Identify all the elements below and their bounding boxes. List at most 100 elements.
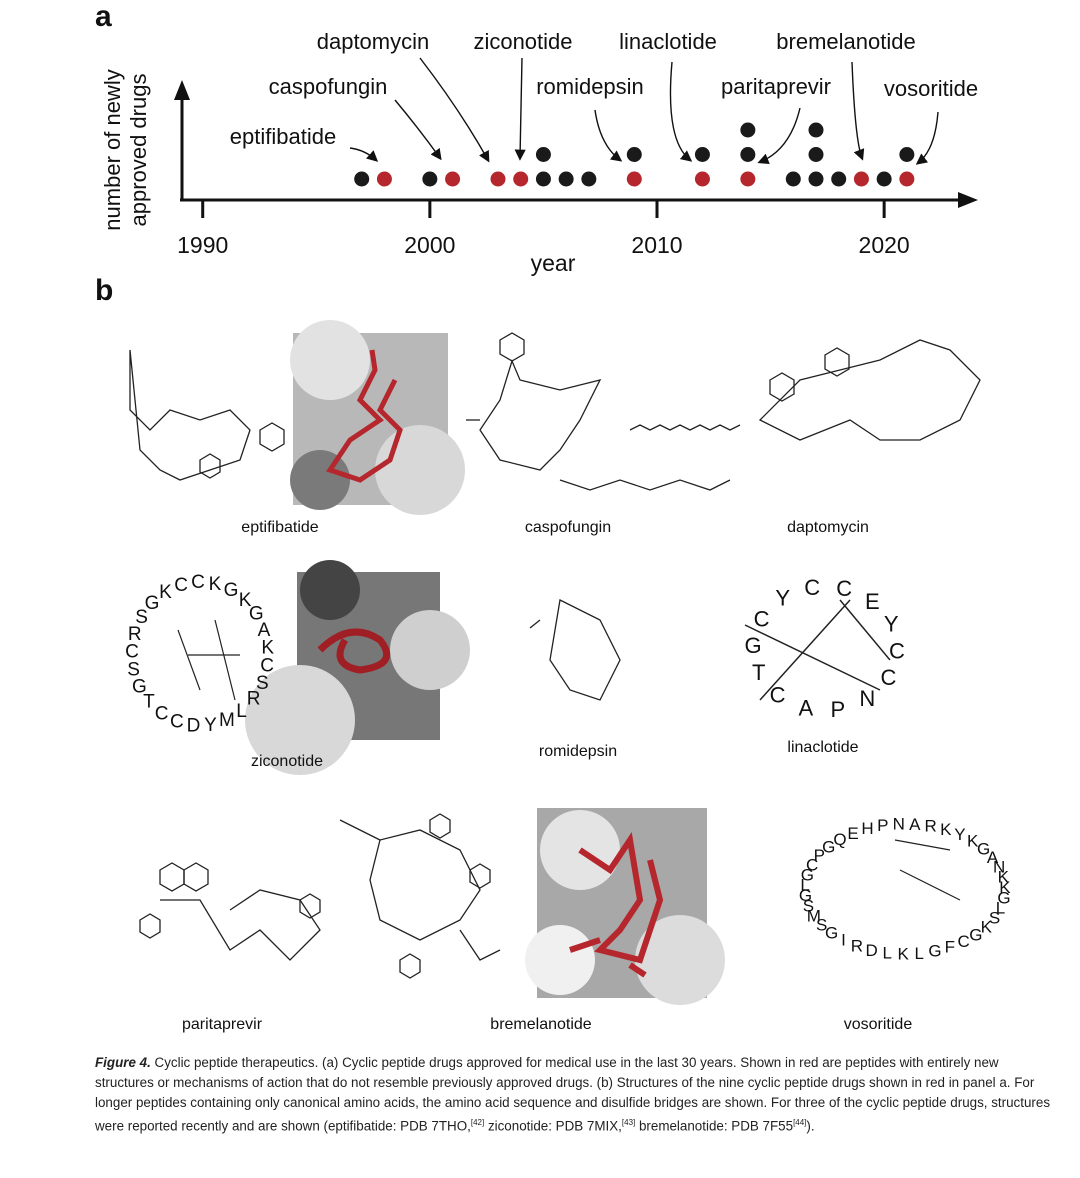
residue: S (127, 660, 140, 681)
caption-ref: [44] (793, 1118, 807, 1127)
dot (899, 147, 915, 162)
annotation-arrow (394, 99, 442, 161)
residue: Y (954, 825, 965, 844)
residue: P (830, 697, 845, 722)
annotation-arrow (514, 57, 526, 161)
residue: K (239, 590, 252, 611)
residue: C (957, 932, 969, 951)
panel-label: b (95, 274, 113, 307)
drug-name: vosoritide (844, 1016, 913, 1033)
residue: N (993, 858, 1005, 877)
residue: G (249, 604, 264, 625)
residue: C (804, 575, 820, 600)
y-axis-label-line: approved drugs (126, 74, 151, 227)
dot (581, 171, 597, 187)
annotation-arrow (851, 61, 865, 161)
annotation-arrow (915, 111, 939, 165)
dot (535, 171, 551, 187)
caption-text: Cyclic peptide therapeutics. (a) Cyclic … (95, 1055, 1051, 1134)
residue: G (969, 925, 982, 944)
disulfide-bridge (894, 839, 961, 901)
dot (558, 171, 574, 187)
residue: K (159, 582, 172, 603)
x-axis-label: year (531, 250, 576, 276)
y-axis-label: number of newly approved drugs (100, 69, 151, 230)
annotation-arrow (757, 107, 801, 165)
dot (445, 171, 461, 187)
x-tick-label: 2020 (859, 232, 910, 258)
residue: S (135, 607, 148, 628)
residue: F (945, 938, 955, 957)
x-tick-label: 2000 (404, 232, 455, 258)
residue: A (798, 696, 813, 721)
figure-graphics: a b year number of newly approved drugs … (95, 0, 1011, 1033)
residue: Y (204, 715, 217, 736)
residue: G (977, 839, 990, 858)
dot (354, 171, 370, 187)
residue: L (996, 899, 1005, 918)
dot (808, 122, 824, 138)
annotation-arrow (594, 109, 623, 162)
residue: E (847, 824, 858, 843)
caption-text: bremelanotide: PDB 7F55 (635, 1118, 794, 1134)
residue: C (880, 665, 896, 690)
residue: D (187, 716, 201, 737)
residue: K (981, 917, 993, 936)
x-axis-arrow (958, 192, 978, 208)
residue: C (770, 682, 786, 707)
annotation: eptifibatide (230, 124, 336, 149)
residue: C (174, 575, 188, 596)
residue: T (143, 692, 155, 713)
residue: P (877, 816, 888, 835)
residue: C (191, 572, 205, 593)
residue: R (851, 936, 863, 955)
dot (808, 147, 824, 162)
residue: G (928, 941, 941, 960)
residue: K (261, 637, 274, 658)
residue: G (745, 633, 762, 658)
chemical-structure (129, 332, 981, 979)
residue: K (967, 832, 979, 851)
drug-name: linaclotide (787, 739, 858, 756)
annotation: vosoritide (884, 76, 978, 101)
dot (535, 147, 551, 162)
annotation: bremelanotide (776, 29, 915, 54)
residue: Y (884, 611, 899, 636)
annotation: romidepsin (536, 74, 644, 99)
dot (853, 171, 869, 187)
caption: Figure 4. Cyclic peptide therapeutics. (… (95, 1053, 1060, 1136)
panel-label: a (95, 0, 112, 33)
dot (740, 171, 756, 187)
residue: E (865, 589, 880, 614)
residue: S (803, 896, 814, 915)
residue: G (224, 580, 239, 601)
dot (808, 171, 824, 187)
residue: C (889, 639, 905, 664)
residue: N (859, 686, 875, 711)
residue: H (861, 819, 873, 838)
residue: G (822, 837, 835, 856)
residue: G (997, 888, 1010, 907)
dot (422, 171, 438, 187)
disulfide-bridge (177, 619, 240, 701)
residue: Y (775, 586, 790, 611)
dot (626, 171, 642, 187)
dot (694, 171, 710, 187)
residue: S (989, 908, 1000, 927)
residue: C (754, 606, 770, 631)
dot (831, 171, 847, 187)
drug-name: eptifibatide (241, 519, 318, 536)
drug-name: romidepsin (539, 743, 617, 760)
residue: L (915, 944, 924, 963)
residue: C (170, 712, 184, 733)
caption-ref: [42] (470, 1118, 485, 1127)
protein-surface (245, 560, 470, 775)
residue: C (155, 703, 169, 724)
residue: L (882, 943, 891, 962)
annotation: caspofungin (269, 74, 388, 99)
annotation-arrow (419, 57, 490, 163)
dot (626, 147, 642, 162)
residue: C (260, 655, 274, 676)
dot (490, 171, 506, 187)
